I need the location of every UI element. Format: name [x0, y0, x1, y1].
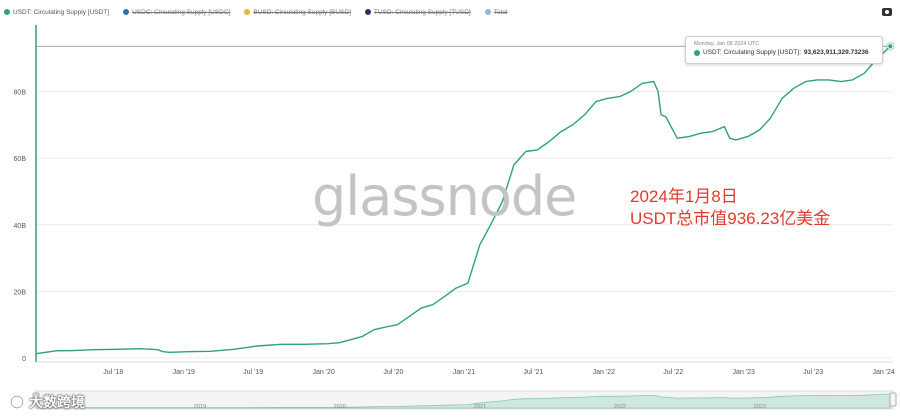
legend-dot	[123, 9, 130, 15]
legend-item-4[interactable]: Total	[484, 8, 508, 16]
x-tick-label: Jan '24	[872, 369, 894, 376]
legend-dot	[364, 9, 371, 15]
brand: 大数跨境	[10, 392, 85, 412]
brand-text: 大数跨境	[29, 394, 85, 410]
legend-dot	[4, 9, 10, 15]
y-tick-label: 0	[22, 356, 26, 363]
legend-item-1[interactable]: USDC: Circulating Supply [USDC]	[123, 9, 230, 16]
tooltip-series: USDT: Circulating Supply [USDT]:	[703, 49, 801, 56]
x-tick-label: Jan '23	[733, 369, 755, 376]
legend-label: TUSD: Circulating Supply [TUSD]	[373, 8, 471, 16]
tooltip-row: USDT: Circulating Supply [USDT]: 93,623,…	[694, 49, 869, 56]
x-tick-label: Jan '19	[173, 369, 195, 376]
navigator-label: 2023	[754, 404, 766, 410]
series-line-usdt	[35, 45, 891, 355]
x-tick-label: Jan '21	[453, 369, 475, 376]
brand-logo-icon	[10, 395, 24, 409]
watermark: glassnode	[312, 165, 577, 228]
y-tick-label: 60B	[14, 156, 27, 163]
legend-label: BUSD: Circulating Supply [BUSD]	[253, 8, 351, 16]
annotation: 2024年1月8日 USDT总市值936.23亿美金	[630, 186, 830, 230]
series-color-dot	[694, 49, 700, 56]
y-tick-label: 80B	[14, 90, 27, 97]
y-tick-label: 20B	[14, 289, 27, 296]
camera-icon[interactable]	[882, 8, 892, 16]
annotation-date: 2024年1月8日	[630, 187, 738, 206]
tooltip: Monday, Jan 08 2024 UTC USDT: Circulatin…	[685, 36, 883, 64]
x-tick-label: Jul '22	[663, 369, 683, 376]
navigator-label: 2021	[474, 404, 486, 410]
x-tick-label: Jan '22	[593, 369, 615, 376]
navigator-label: 2020	[334, 404, 346, 410]
x-tick-label: Jul '23	[803, 369, 823, 376]
tooltip-value: 93,623,911,329.73236	[803, 49, 869, 56]
y-tick-label: 40B	[14, 223, 27, 230]
annotation-text: USDT总市值936.23亿美金	[630, 209, 831, 228]
x-tick-label: Jul '21	[523, 369, 543, 376]
navigator-label: 2022	[614, 404, 626, 410]
legend-label: Total	[493, 8, 508, 16]
legend-label: USDC: Circulating Supply [USDC]	[132, 8, 231, 16]
legend-dot	[244, 9, 251, 15]
legend: USDT: Circulating Supply [USDT] USDC: Cir…	[4, 6, 507, 18]
navigator-handle-right[interactable]	[889, 392, 897, 407]
navigator-series	[35, 393, 891, 409]
x-tick-label: Jul '19	[243, 369, 263, 376]
legend-label: USDT: Circulating Supply [USDT]	[13, 8, 110, 16]
navigator-label: 2019	[194, 404, 206, 410]
legend-item-0[interactable]: USDT: Circulating Supply [USDT]	[4, 9, 109, 16]
x-tick-label: Jul '18	[103, 369, 123, 376]
legend-item-2[interactable]: BUSD: Circulating Supply [BUSD]	[244, 9, 351, 16]
x-tick-label: Jul '20	[383, 369, 403, 376]
legend-item-3[interactable]: TUSD: Circulating Supply [TUSD]	[364, 8, 471, 16]
hover-marker	[887, 43, 894, 50]
x-tick-label: Jan '20	[312, 369, 334, 376]
tooltip-date: Monday, Jan 08 2024 UTC	[694, 41, 760, 47]
navigator-handle-left[interactable]	[32, 392, 40, 407]
legend-dot	[484, 9, 491, 15]
